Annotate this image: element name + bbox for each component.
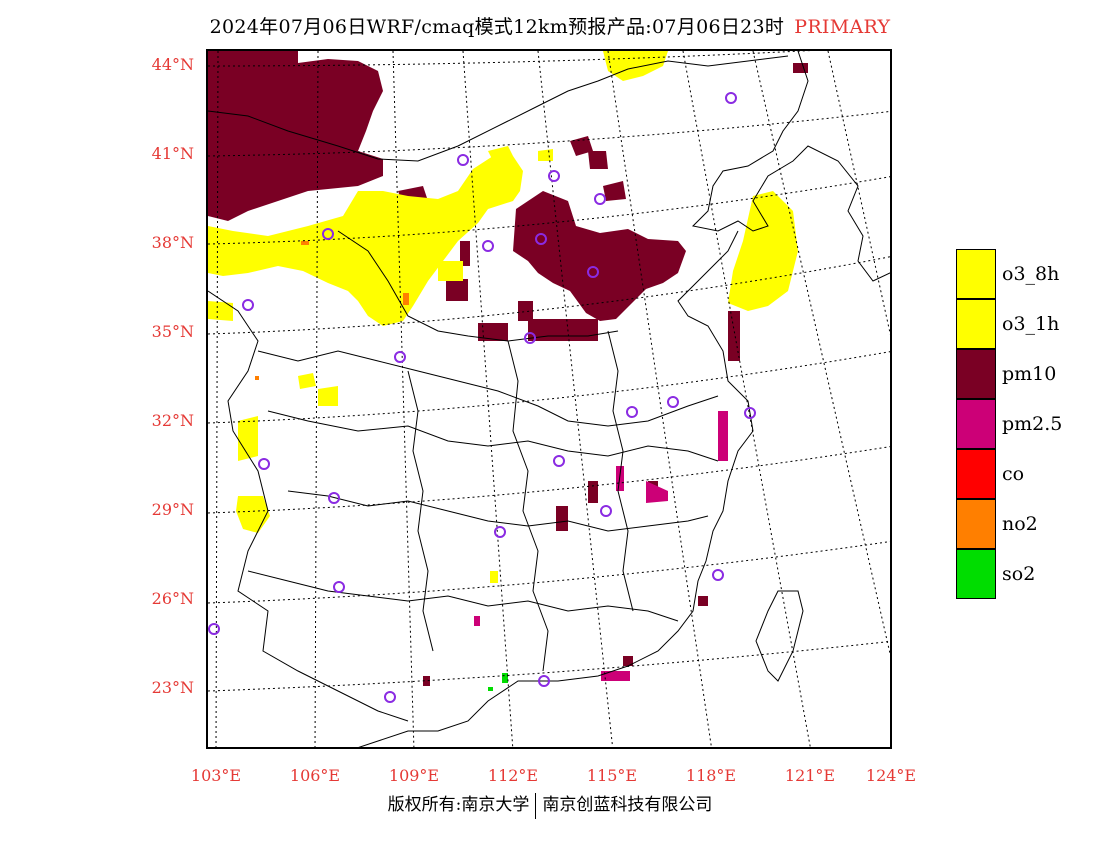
pm10-region-northchina <box>398 63 808 686</box>
station-marker <box>744 407 756 419</box>
lat-label-44: 44°N <box>151 55 194 74</box>
primary-tag: PRIMARY <box>794 16 891 38</box>
station-marker <box>394 351 406 363</box>
copyright: 版权所有:南京大学 南京创蓝科技有限公司 <box>0 790 1100 819</box>
legend-item-o3-1h: o3_1h <box>956 299 1096 349</box>
lon-label-124: 124°E <box>865 766 917 785</box>
station-marker <box>384 691 396 703</box>
legend-item-o3-8h: o3_8h <box>956 249 1096 299</box>
map-title-text: 2024年07月06日WRF/cmaq模式12km预报产品:07月06日23时 <box>209 16 785 38</box>
station-marker <box>548 170 560 182</box>
lat-label-29: 29°N <box>151 500 194 519</box>
copyright-right: 南京创蓝科技有限公司 <box>542 795 713 815</box>
lon-label-118: 118°E <box>685 766 737 785</box>
copyright-left: 版权所有:南京大学 <box>387 795 530 815</box>
legend-swatch <box>956 249 996 299</box>
pm10-region-northwest <box>208 51 383 221</box>
station-marker <box>712 569 724 581</box>
legend-swatch <box>956 549 996 599</box>
legend-item-no2: no2 <box>956 499 1096 549</box>
station-marker <box>482 240 494 252</box>
station-marker <box>535 233 547 245</box>
station-marker <box>538 675 550 687</box>
legend-label: pm2.5 <box>1002 413 1063 435</box>
legend-swatch <box>956 499 996 549</box>
pm25-region <box>474 411 728 681</box>
lon-label-109: 109°E <box>388 766 440 785</box>
legend-swatch <box>956 399 996 449</box>
legend-label: pm10 <box>1002 363 1057 385</box>
station-marker <box>594 193 606 205</box>
station-marker <box>587 266 599 278</box>
station-marker <box>524 332 536 344</box>
lat-label-26: 26°N <box>151 589 194 608</box>
legend-label: o3_8h <box>1002 263 1060 285</box>
station-marker <box>494 526 506 538</box>
legend-label: co <box>1002 463 1025 485</box>
lat-label-41: 41°N <box>151 144 194 163</box>
lat-label-35: 35°N <box>151 322 194 341</box>
station-marker <box>626 406 638 418</box>
station-marker <box>258 458 270 470</box>
so2-spots <box>488 673 508 691</box>
lon-label-112: 112°E <box>487 766 539 785</box>
legend-label: so2 <box>1002 563 1036 585</box>
lon-label-115: 115°E <box>586 766 638 785</box>
legend-swatch <box>956 449 996 499</box>
station-marker <box>457 154 469 166</box>
station-marker <box>328 492 340 504</box>
station-markers <box>208 92 756 703</box>
legend-swatch <box>956 349 996 399</box>
station-marker <box>553 455 565 467</box>
no2-spots <box>255 241 409 380</box>
copyright-separator <box>535 792 537 819</box>
lon-label-103: 103°E <box>190 766 242 785</box>
lat-label-38: 38°N <box>151 233 194 252</box>
station-marker <box>667 396 679 408</box>
legend-item-so2: so2 <box>956 549 1096 599</box>
lat-label-23: 23°N <box>151 678 194 697</box>
legend-label: no2 <box>1002 513 1038 535</box>
legend-item-co: co <box>956 449 1096 499</box>
map-canvas <box>208 51 890 747</box>
station-marker <box>333 581 345 593</box>
lon-label-106: 106°E <box>289 766 341 785</box>
station-marker <box>725 92 737 104</box>
legend-item-pm25: pm2.5 <box>956 399 1096 449</box>
legend: o3_8h o3_1h pm10 pm2.5 co no2 so2 <box>956 249 1096 599</box>
map-panel[interactable] <box>206 49 892 749</box>
station-marker <box>322 228 334 240</box>
map-title: 2024年07月06日WRF/cmaq模式12km预报产品:07月06日23时 P… <box>0 12 1100 39</box>
lon-label-121: 121°E <box>784 766 836 785</box>
legend-item-pm10: pm10 <box>956 349 1096 399</box>
o3-region <box>208 51 798 583</box>
station-marker <box>242 299 254 311</box>
legend-swatch <box>956 299 996 349</box>
legend-label: o3_1h <box>1002 313 1060 335</box>
graticule <box>208 51 890 747</box>
boundaries <box>208 51 890 747</box>
station-marker <box>208 623 220 635</box>
lat-label-32: 32°N <box>151 411 194 430</box>
station-marker <box>600 505 612 517</box>
